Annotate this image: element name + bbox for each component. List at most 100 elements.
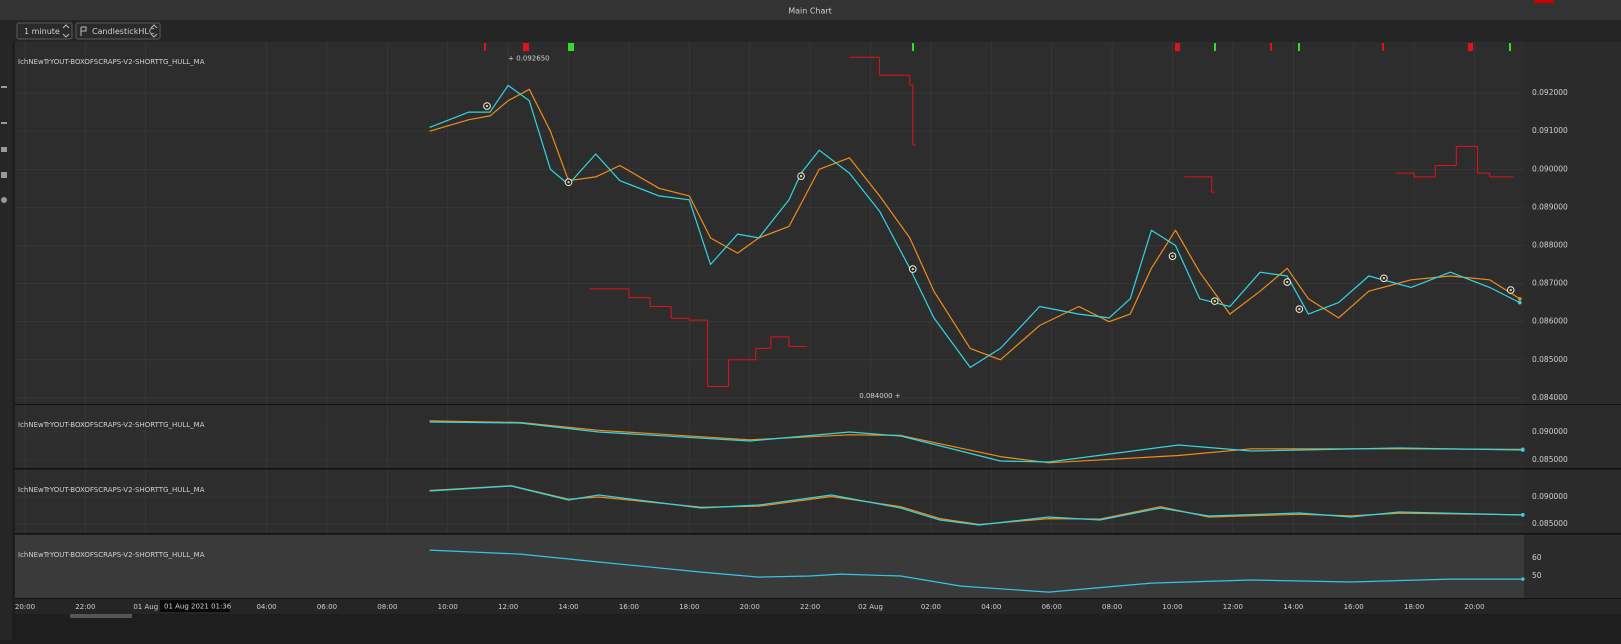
y-tick-label: 0.085000 [1532, 455, 1568, 464]
y-tick-label: 0.090000 [1532, 492, 1568, 501]
signal-marker-core [485, 104, 489, 108]
spinner-icon [62, 24, 70, 38]
price-axis [1524, 535, 1621, 598]
tool-icon[interactable] [1, 86, 7, 88]
crosshair-label: 01 Aug 2021 01:36 [164, 603, 232, 611]
x-tick-label: 01 Aug [133, 603, 158, 611]
y-tick-label: 0.087000 [1532, 279, 1568, 288]
y-tick-label: 0.090000 [1532, 427, 1568, 436]
signal [1270, 43, 1272, 51]
signal-marker-core [1509, 288, 1512, 292]
signal [1175, 43, 1180, 51]
indicator-line [429, 84, 1521, 368]
x-tick-label: 02:00 [921, 603, 941, 611]
signal [523, 43, 529, 51]
side-toolbar [0, 42, 12, 640]
signal [912, 43, 914, 51]
last-value-dot [1520, 448, 1525, 452]
indicator-line [429, 485, 1523, 526]
x-tick-label: 20:00 [740, 603, 760, 611]
signal-strip [568, 43, 1511, 51]
x-tick-label: 10:00 [1162, 603, 1182, 611]
x-tick-label: 06:00 [317, 603, 337, 611]
pane-label: IchNEwTrYOUT-BOXOFSCRAPS-V2-SHORTTG_HULL… [18, 421, 205, 429]
signal-marker-core [567, 181, 570, 184]
signal-strip [484, 43, 1473, 51]
x-tick-label: 06:00 [1042, 603, 1062, 611]
crosshair-box [160, 600, 230, 612]
price-axis [1524, 405, 1621, 468]
chart-style-dropdown[interactable] [75, 22, 161, 40]
last-value-dot [1520, 577, 1525, 581]
last-value-dot [1517, 300, 1522, 305]
window-title: Main Chart [788, 7, 832, 16]
pane-label: IchNEwTrYOUT-BOXOFSCRAPS-V2-SHORTTG_HULL… [18, 58, 205, 66]
x-tick-label: 08:00 [1102, 603, 1122, 611]
y-tick-label: 0.090000 [1532, 164, 1568, 173]
y-tick-label: 0.088000 [1532, 240, 1568, 249]
close-indicator [1534, 0, 1554, 3]
x-tick-label: 16:00 [619, 603, 639, 611]
indicator-line [429, 88, 1521, 361]
signal [1298, 43, 1300, 51]
tool-icon[interactable] [1, 147, 7, 152]
side-tools [1, 86, 7, 203]
signal-marker-core [1213, 299, 1216, 303]
x-tick-label: 14:00 [1283, 603, 1303, 611]
last-value-dot [1520, 513, 1525, 517]
signal-marker-core [1382, 277, 1386, 280]
pane-background [15, 470, 1524, 533]
price-annotation: + 0.092650 [508, 54, 549, 62]
signal-marker-core [1171, 254, 1174, 258]
x-tick-label: 08:00 [377, 603, 397, 611]
y-tick-label: 0.084000 [1532, 393, 1568, 402]
timeframe-text: 1 minute [24, 27, 60, 36]
signal [1509, 43, 1511, 51]
signal [1468, 43, 1473, 51]
pane-label: IchNEwTrYOUT-BOXOFSCRAPS-V2-SHORTTG_HULL… [18, 551, 205, 559]
signal-marker-core [1298, 307, 1301, 311]
y-tick-label: 60 [1532, 553, 1542, 562]
scrollbar-thumb[interactable] [70, 614, 132, 618]
y-tick-label: 0.092000 [1532, 88, 1568, 97]
x-tick-label: 20:00 [1464, 603, 1484, 611]
last-value-dot [1517, 297, 1522, 301]
price-axis [1524, 42, 1621, 404]
tool-icon[interactable] [1, 122, 7, 124]
signal [1382, 43, 1384, 51]
x-tick-label: 12:00 [498, 603, 518, 611]
price-axis [1524, 470, 1621, 533]
signal-marker-core [911, 267, 914, 271]
x-tick-label: 16:00 [1344, 603, 1364, 611]
x-tick-label: 02 Aug [858, 603, 883, 611]
price-annotation: 0.084000 + [859, 392, 901, 400]
title-bar [0, 0, 1621, 20]
pane-background [15, 42, 1524, 404]
tool-icon[interactable] [1, 197, 7, 203]
y-tick-label: 50 [1532, 571, 1542, 580]
x-tick-label: 18:00 [1404, 603, 1424, 611]
y-tick-label: 0.085000 [1532, 519, 1568, 528]
x-tick-label: 20:00 [15, 603, 35, 611]
timeframe-dropdown[interactable] [16, 22, 73, 40]
indicator-line [429, 549, 1523, 593]
x-tick-label: 14:00 [558, 603, 578, 611]
indicator-line [429, 420, 1523, 464]
style-icon [80, 26, 87, 36]
y-tick-label: 0.089000 [1532, 202, 1568, 211]
y-tick-label: 0.091000 [1532, 126, 1568, 135]
signal-marker-core [799, 174, 803, 178]
signal [484, 43, 486, 51]
indicator-line [429, 421, 1523, 463]
spinner-icon [150, 24, 158, 38]
x-tick-label: 18:00 [679, 603, 699, 611]
signal-marker-core [1286, 280, 1289, 284]
x-tick-label: 22:00 [75, 603, 95, 611]
x-tick-label: 22:00 [800, 603, 820, 611]
x-tick-label: 10:00 [438, 603, 458, 611]
tool-icon[interactable] [1, 172, 7, 178]
time-axis [15, 599, 1621, 614]
signal [568, 43, 574, 51]
chart-style-text: CandlestickHLC [92, 27, 155, 36]
